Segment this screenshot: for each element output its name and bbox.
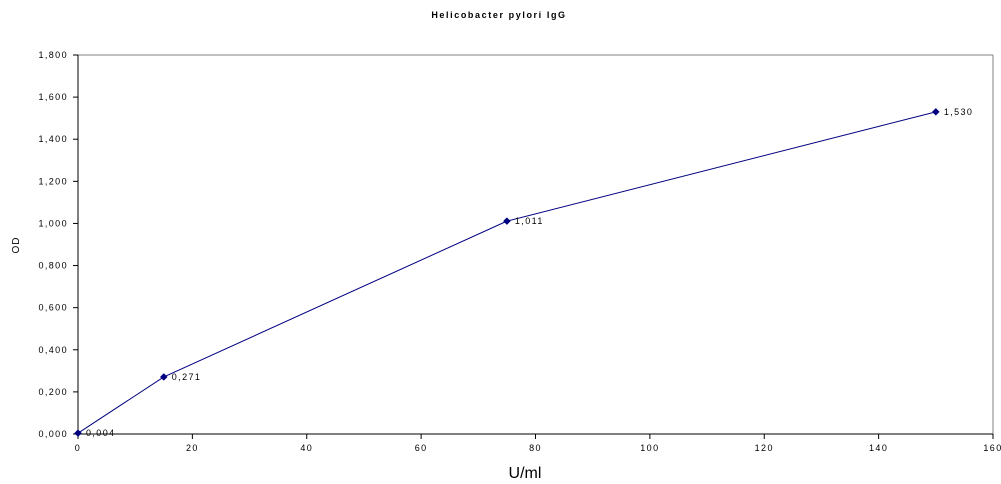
x-tick-label: 60 <box>415 443 428 453</box>
y-axis-label: OD <box>11 237 22 254</box>
x-tick-label: 0 <box>75 443 81 453</box>
y-tick-label: 1,800 <box>38 50 68 60</box>
y-tick-label: 1,000 <box>38 218 68 228</box>
data-point-label: 1,530 <box>944 107 974 117</box>
series-group: 0,004 0,271 1,011 1,530 <box>74 107 974 438</box>
y-tick-label: 0,000 <box>38 429 68 439</box>
data-point-label: 1,011 <box>515 216 544 226</box>
x-tick-label: 140 <box>869 443 888 453</box>
y-ticks: 0,000 0,200 0,400 0,600 0,800 1,000 1,200 1,400… <box>38 50 78 439</box>
data-point-label: 0,004 <box>86 428 116 438</box>
data-point-label: 0,271 <box>172 372 202 382</box>
data-point-marker <box>74 429 82 438</box>
data-point-marker <box>503 217 511 225</box>
x-axis-label: U/ml <box>509 465 542 482</box>
y-tick-label: 0,600 <box>38 303 68 313</box>
y-tick-label: 0,400 <box>38 345 68 355</box>
x-tick-label: 40 <box>300 443 313 453</box>
y-tick-label: 0,200 <box>38 387 68 397</box>
x-tick-label: 20 <box>186 443 199 453</box>
x-tick-label: 100 <box>640 443 659 453</box>
plot-frame <box>78 54 994 434</box>
chart-title: Helicobacter pylori IgG <box>431 10 566 20</box>
y-tick-label: 1,400 <box>38 134 68 144</box>
x-tick-label: 160 <box>983 443 1001 453</box>
y-tick-label: 0,800 <box>38 261 68 271</box>
y-tick-label: 1,600 <box>38 92 68 102</box>
data-point-marker <box>931 107 940 116</box>
x-tick-label: 80 <box>529 443 542 453</box>
y-tick-label: 1,200 <box>38 176 68 186</box>
series-line <box>77 111 936 434</box>
data-point-marker <box>159 373 168 381</box>
x-ticks: 0 20 40 60 80 100 120 140 160 <box>75 434 1001 453</box>
x-tick-label: 120 <box>755 443 774 453</box>
